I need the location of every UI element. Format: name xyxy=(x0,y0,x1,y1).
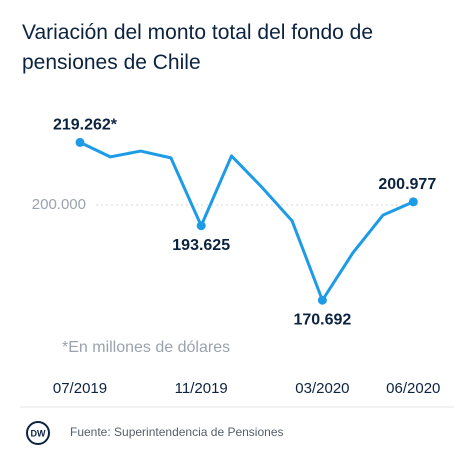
point xyxy=(75,137,85,147)
value-label: 219.262* xyxy=(53,117,118,134)
point xyxy=(317,295,327,305)
chart-title: Variación del monto total del fondo de p… xyxy=(22,21,374,74)
source: Fuente: Superintendencia de Pensiones xyxy=(70,425,284,439)
value-label: 170.692 xyxy=(293,311,351,328)
line xyxy=(79,141,414,302)
point xyxy=(408,197,418,207)
point xyxy=(196,221,206,231)
y-tick-label: 200.000 xyxy=(32,196,86,213)
x-tick-label: 03/2020 xyxy=(295,380,349,397)
value-label: 200.977 xyxy=(378,176,436,193)
note: *En millones de dólares xyxy=(62,339,230,356)
x-tick-label: 07/2019 xyxy=(53,380,107,397)
logo xyxy=(26,421,50,445)
x-tick-label: 11/2019 xyxy=(175,380,228,397)
value-label: 193.625 xyxy=(172,237,230,254)
logo-text: DW xyxy=(31,428,46,438)
x-tick-label: 06/2020 xyxy=(386,380,440,397)
